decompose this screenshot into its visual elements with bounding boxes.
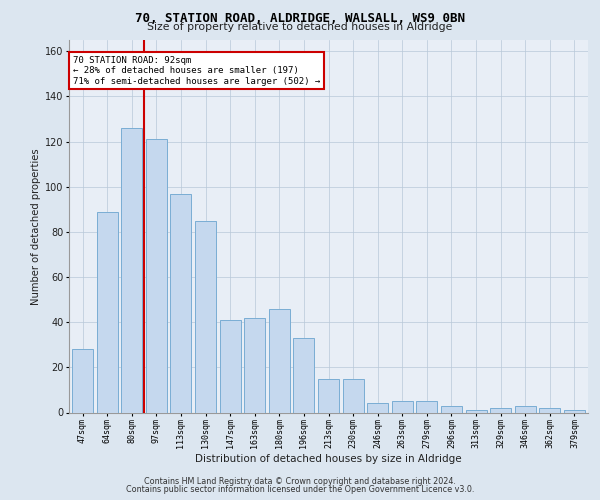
Bar: [466, 410, 487, 412]
Text: Contains public sector information licensed under the Open Government Licence v3: Contains public sector information licen…: [126, 484, 474, 494]
Bar: [121, 128, 142, 412]
X-axis label: Distribution of detached houses by size in Aldridge: Distribution of detached houses by size …: [195, 454, 462, 464]
Bar: [97, 212, 118, 412]
Bar: [343, 378, 364, 412]
Text: Contains HM Land Registry data © Crown copyright and database right 2024.: Contains HM Land Registry data © Crown c…: [144, 477, 456, 486]
Y-axis label: Number of detached properties: Number of detached properties: [31, 148, 41, 304]
Bar: [269, 308, 290, 412]
Bar: [367, 404, 388, 412]
Bar: [490, 408, 511, 412]
Bar: [195, 220, 216, 412]
Bar: [220, 320, 241, 412]
Bar: [170, 194, 191, 412]
Text: 70, STATION ROAD, ALDRIDGE, WALSALL, WS9 0BN: 70, STATION ROAD, ALDRIDGE, WALSALL, WS9…: [135, 12, 465, 26]
Bar: [72, 350, 93, 412]
Text: Size of property relative to detached houses in Aldridge: Size of property relative to detached ho…: [148, 22, 452, 32]
Bar: [441, 406, 462, 412]
Bar: [564, 410, 585, 412]
Bar: [539, 408, 560, 412]
Bar: [515, 406, 536, 412]
Text: 70 STATION ROAD: 92sqm
← 28% of detached houses are smaller (197)
71% of semi-de: 70 STATION ROAD: 92sqm ← 28% of detached…: [73, 56, 320, 86]
Bar: [244, 318, 265, 412]
Bar: [293, 338, 314, 412]
Bar: [416, 401, 437, 412]
Bar: [146, 140, 167, 412]
Bar: [392, 401, 413, 412]
Bar: [318, 378, 339, 412]
